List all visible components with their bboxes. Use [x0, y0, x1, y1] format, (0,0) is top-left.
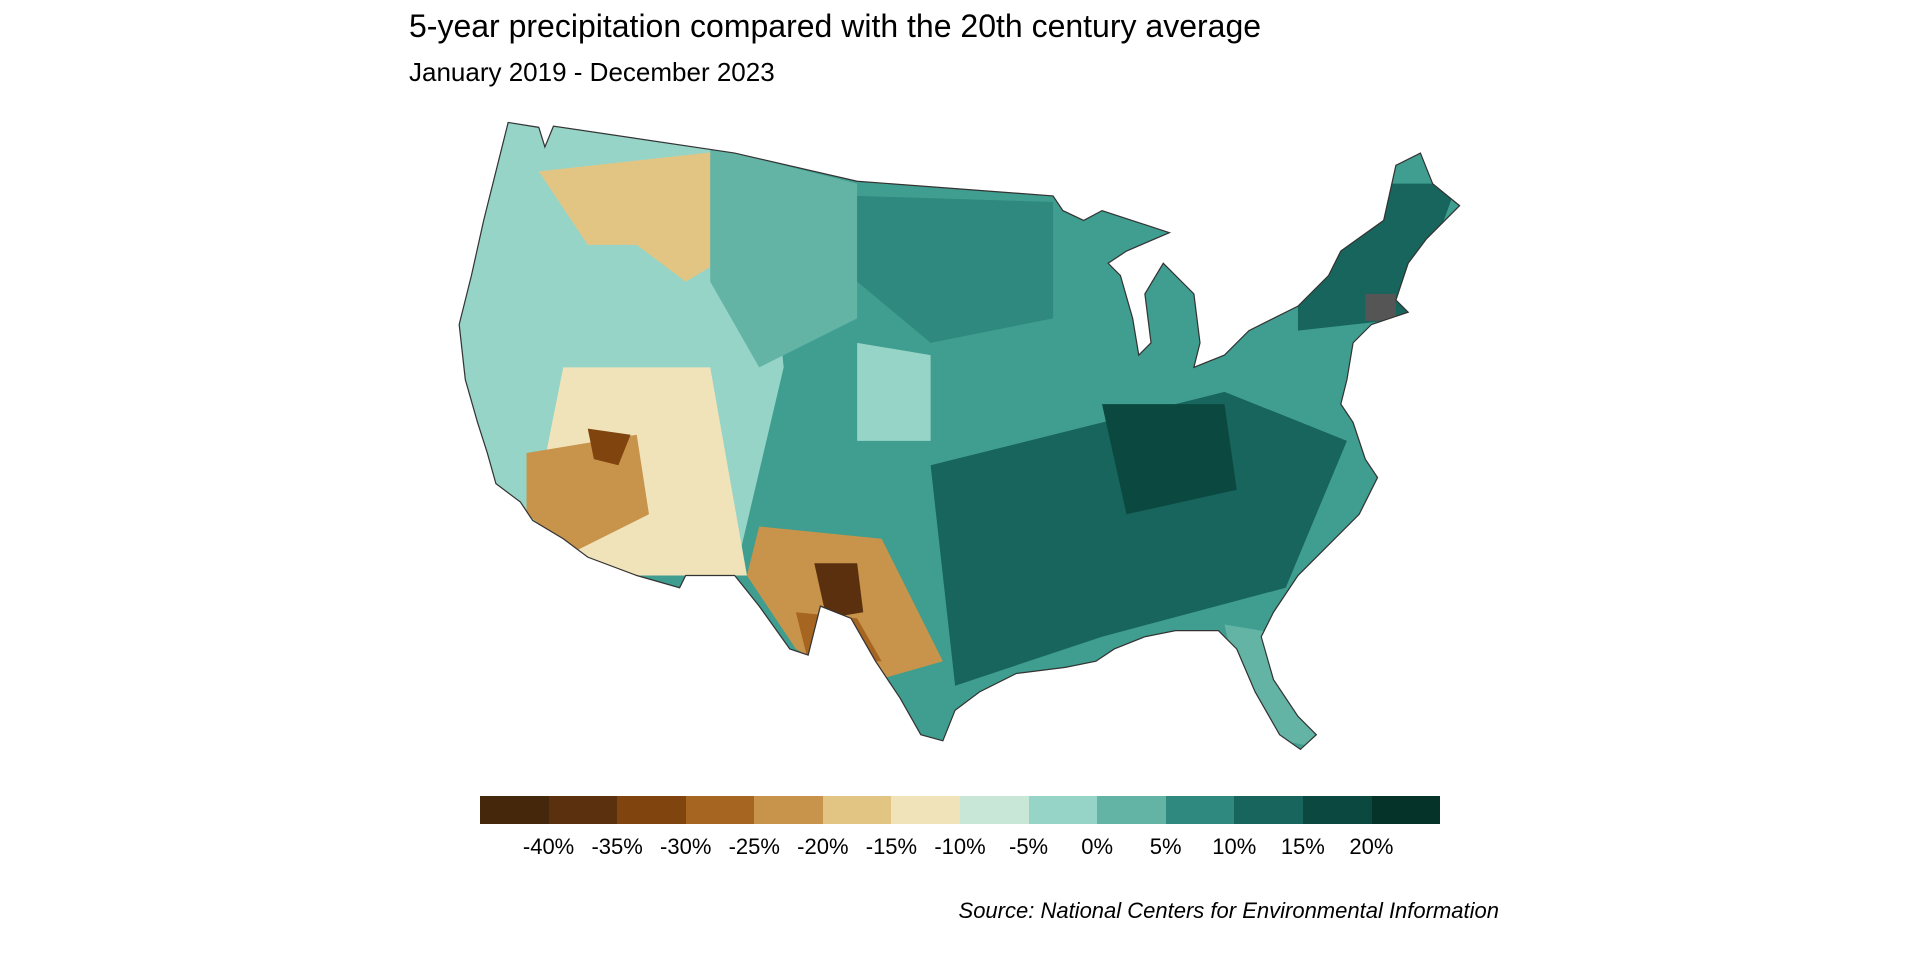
legend-tick-label: -15%	[865, 834, 918, 859]
legend-swatch	[960, 796, 1029, 824]
legend-swatch	[1371, 796, 1441, 824]
legend-swatch	[822, 796, 892, 824]
color-legend	[480, 796, 1441, 824]
legend-swatch	[1234, 796, 1303, 824]
legend-tick-label: -40%	[522, 834, 575, 859]
legend-tick-label: 20%	[1349, 834, 1394, 859]
legend-swatch	[754, 796, 823, 824]
legend-swatch	[548, 796, 618, 824]
chart-subtitle: January 2019 - December 2023	[409, 57, 775, 87]
legend-tick-label: -5%	[1009, 834, 1049, 859]
legend-swatch	[891, 796, 961, 824]
legend-swatch	[1302, 796, 1372, 824]
legend-tick-label: 0%	[1081, 834, 1114, 859]
legend-tick-label: 15%	[1280, 834, 1325, 859]
legend-swatch	[1097, 796, 1166, 824]
legend-tick-label: -30%	[660, 834, 712, 859]
map-fill	[459, 122, 1460, 750]
legend-swatch	[1165, 796, 1235, 824]
legend-tick-label: -35%	[591, 834, 643, 859]
legend-swatch	[480, 796, 549, 824]
legend-tick-label: -20%	[797, 834, 849, 859]
legend-swatch	[685, 796, 755, 824]
legend-swatch	[1028, 796, 1098, 824]
chart-title: 5-year precipitation compared with the 2…	[409, 8, 1262, 44]
legend-tick-label: -25%	[728, 834, 780, 859]
legend-labels: -40% -35% -30% -25% -20% -15% -10% -5% 0% 5% 10% 15…	[480, 834, 1440, 864]
legend-tick-label: 10%	[1212, 834, 1257, 859]
legend-tick-label: -10%	[934, 834, 986, 859]
legend-swatch	[617, 796, 686, 824]
legend-tick-label: 5%	[1149, 834, 1182, 859]
source-caption: Source: National Centers for Environment…	[958, 898, 1499, 923]
